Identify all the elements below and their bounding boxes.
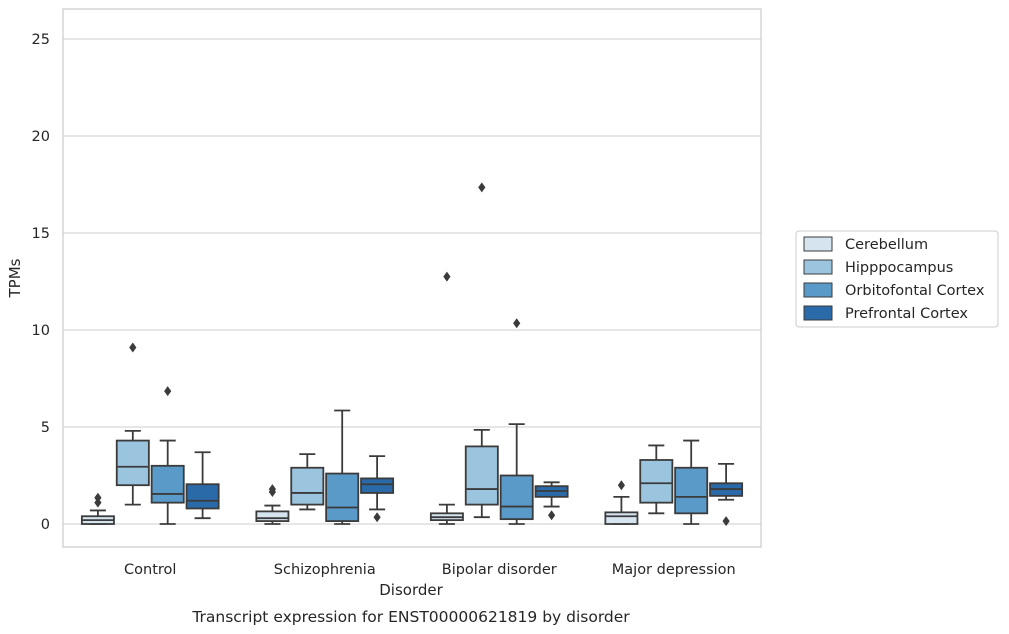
box-orbitofontal-cortex — [674, 439, 709, 525]
box-iqr — [604, 511, 639, 525]
box-iqr — [115, 439, 150, 487]
y-tick-label: 15 — [32, 226, 50, 242]
x-tick-label: Major depression — [612, 562, 736, 578]
box-cerebellum — [255, 484, 290, 525]
legend-label: Cerebellum — [845, 237, 928, 253]
box-prefrontal-cortex — [185, 451, 220, 520]
box-hipppocampus — [639, 444, 674, 515]
y-tick-label: 20 — [32, 129, 50, 145]
box-hipppocampus — [115, 342, 150, 506]
x-axis-title: Disorder — [379, 581, 443, 599]
x-tick-label: Schizophrenia — [274, 562, 376, 578]
legend-label: Orbitofontal Cortex — [845, 283, 985, 299]
y-tick-label: 10 — [32, 323, 50, 339]
legend-frame — [795, 230, 999, 328]
box-orbitofontal-cortex — [325, 409, 360, 525]
box-iqr — [150, 464, 185, 504]
outlier-point — [373, 512, 381, 523]
legend: Cerebellum Hipppocampus Orbitofontal Corte… — [795, 230, 999, 328]
y-gridlines — [63, 38, 761, 525]
legend-swatch — [803, 282, 833, 298]
box-groups — [80, 182, 744, 527]
y-tick-label: 25 — [32, 32, 50, 48]
box-prefrontal-cortex — [534, 481, 569, 521]
box-hipppocampus — [464, 182, 499, 519]
y-tick-label: 5 — [41, 420, 50, 436]
box-prefrontal-cortex — [709, 462, 744, 527]
box-iqr — [185, 483, 220, 510]
box-cerebellum — [80, 492, 115, 525]
y-axis-title: TPMs — [6, 258, 24, 298]
chart-caption: Transcript expression for ENST0000062181… — [191, 608, 630, 626]
plot-frame — [62, 8, 762, 548]
box-iqr — [499, 474, 534, 521]
legend-label: Prefrontal Cortex — [845, 306, 968, 322]
outlier-point — [94, 492, 102, 503]
x-tick-labels: Control Schizophrenia Bipolar disorder Majo… — [124, 562, 736, 578]
box-iqr — [290, 466, 325, 506]
box-iqr — [360, 477, 395, 494]
y-tick-label: 0 — [41, 517, 50, 533]
outlier-point — [129, 342, 137, 353]
legend-swatch — [803, 305, 833, 321]
box-hipppocampus — [290, 453, 325, 511]
x-tick-label: Bipolar disorder — [442, 562, 557, 578]
legend-swatch — [803, 259, 833, 275]
box-iqr — [255, 510, 290, 522]
x-tick-label: Control — [124, 562, 176, 578]
box-cerebellum — [604, 480, 639, 525]
outlier-point — [478, 182, 486, 193]
box-cerebellum — [429, 271, 464, 525]
box-iqr — [464, 445, 499, 506]
box-iqr — [674, 466, 709, 515]
box-orbitofontal-cortex — [150, 386, 185, 525]
outlier-point — [513, 318, 521, 329]
box-prefrontal-cortex — [360, 455, 395, 523]
outlier-point — [268, 484, 276, 495]
y-tick-labels: 0 5 10 15 20 25 — [32, 32, 50, 533]
outlier-point — [164, 386, 172, 397]
outlier-point — [617, 480, 625, 491]
box-iqr — [325, 472, 360, 522]
box-orbitofontal-cortex — [499, 318, 534, 525]
outlier-point — [722, 516, 730, 527]
legend-swatch — [803, 236, 833, 252]
legend-label: Hipppocampus — [845, 260, 953, 276]
outlier-point — [443, 271, 451, 282]
outlier-point — [548, 510, 556, 521]
box-iqr — [639, 459, 674, 504]
